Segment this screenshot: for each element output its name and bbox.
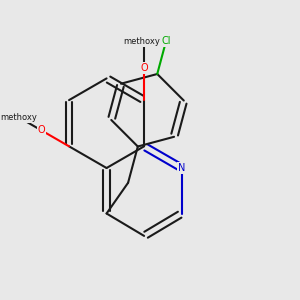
Text: O: O bbox=[38, 125, 45, 135]
Text: O: O bbox=[140, 63, 148, 73]
Text: methoxy: methoxy bbox=[0, 113, 37, 122]
Text: N: N bbox=[178, 163, 185, 173]
Text: Cl: Cl bbox=[161, 36, 171, 46]
Text: methoxy2: methoxy2 bbox=[123, 38, 165, 46]
